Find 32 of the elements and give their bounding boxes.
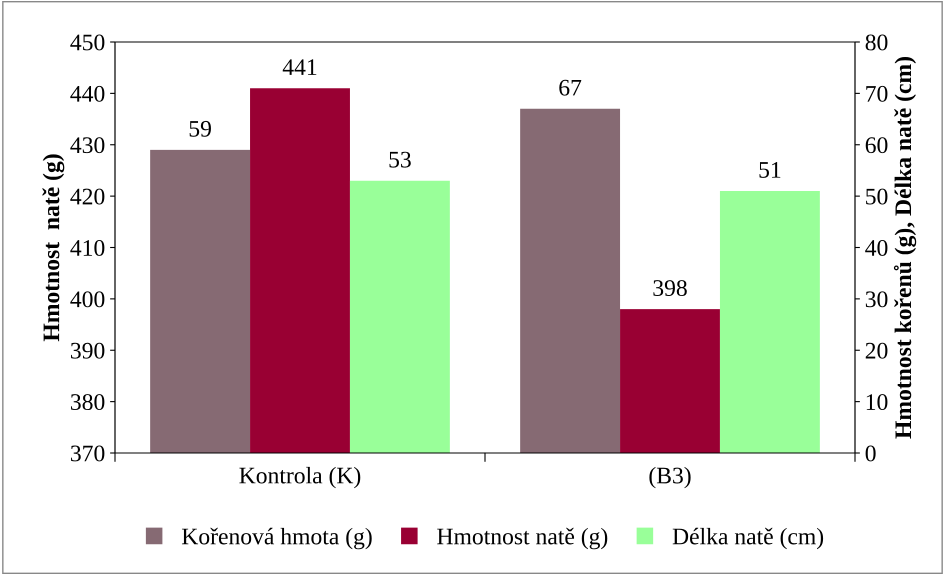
legend-label: Kořenová hmota (g) xyxy=(182,528,372,550)
y-tick-label: 420 xyxy=(70,188,104,205)
data-label: 398 xyxy=(653,280,687,296)
data-label: 53 xyxy=(389,152,411,168)
bar xyxy=(520,108,620,453)
data-label: 441 xyxy=(282,59,316,75)
y2-tick-label: 40 xyxy=(865,240,888,256)
y2-tick-label: 60 xyxy=(866,137,888,154)
y-tick-label: 390 xyxy=(70,342,104,359)
y2-axis-title: Hmotnost kořenů (g), Délka natě (cm) xyxy=(894,57,916,439)
x-tick-label: Kontrola (K) xyxy=(239,466,360,488)
y2-tick-label: 20 xyxy=(866,342,888,359)
data-label: 67 xyxy=(559,80,582,96)
legend-label: Délka natě (cm) xyxy=(672,528,824,550)
y-tick-label: 450 xyxy=(70,34,104,50)
y2-tick-label: 50 xyxy=(866,188,888,205)
y-tick-label: 440 xyxy=(70,86,104,102)
y2-tick-label: 30 xyxy=(866,291,888,308)
y2-tick-label: 70 xyxy=(866,86,888,102)
y-axis-title: Hmotnost natě (g) xyxy=(42,154,64,342)
x-tick-label: (B3) xyxy=(649,466,691,488)
data-label: 59 xyxy=(190,120,211,137)
y-tick-label: 380 xyxy=(70,394,104,410)
y-tick-label: 400 xyxy=(70,291,104,308)
legend-label: Hmotnost natě (g) xyxy=(437,528,608,550)
y2-tick-label: 80 xyxy=(866,34,888,50)
y-tick-label: 410 xyxy=(70,240,104,256)
y-tick-label: 370 xyxy=(70,445,104,462)
data-label: 51 xyxy=(759,162,780,178)
y2-tick-label: 0 xyxy=(866,445,876,462)
y-tick-label: 430 xyxy=(70,137,104,154)
y2-tick-label: 10 xyxy=(866,394,888,410)
